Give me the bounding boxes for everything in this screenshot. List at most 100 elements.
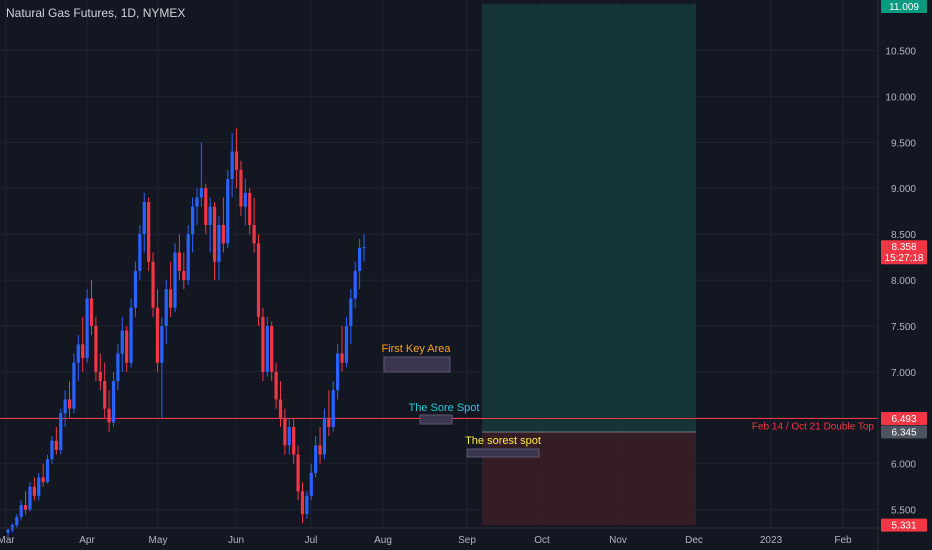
candle	[353, 261, 357, 308]
candle-body	[358, 247, 362, 271]
candle	[314, 436, 318, 478]
candle-body	[72, 362, 76, 409]
candle	[72, 353, 76, 414]
candle	[151, 252, 155, 317]
candle-body	[204, 188, 208, 225]
y-tick-label: 5.500	[891, 506, 916, 517]
candle-body	[314, 445, 318, 473]
candle-body	[23, 505, 28, 510]
candle-body	[103, 381, 107, 409]
price-badge-bg	[881, 518, 927, 532]
candle	[160, 316, 164, 418]
x-tick-label: Apr	[79, 535, 95, 546]
candle	[217, 215, 221, 281]
candle	[327, 390, 331, 437]
candle-body	[261, 316, 265, 372]
candle	[177, 234, 182, 281]
price-badge-value: 6.345	[891, 428, 916, 439]
candle	[274, 362, 278, 409]
candle-body	[147, 202, 151, 262]
candle	[107, 390, 111, 432]
candle-body	[182, 270, 186, 281]
annotations[interactable]: First Key Area The Sore Spot The sorest sp…	[381, 343, 541, 458]
candle	[261, 307, 265, 382]
candle-body	[270, 325, 274, 372]
candle-body	[256, 243, 261, 317]
candle	[155, 289, 160, 372]
candle-body	[160, 325, 164, 363]
candles	[6, 128, 366, 538]
candle	[50, 436, 54, 464]
target-zone	[482, 3, 696, 433]
candle-body	[32, 486, 36, 496]
x-tick-label: Nov	[609, 535, 627, 546]
candle-body	[67, 399, 72, 409]
candle-body	[318, 445, 322, 455]
candle	[94, 316, 98, 382]
candle-body	[169, 289, 173, 308]
candle-body	[349, 298, 353, 326]
position-tool[interactable]	[482, 3, 696, 526]
candle	[252, 197, 256, 253]
candle-body	[362, 247, 366, 249]
candle-body	[305, 495, 309, 515]
candle-body	[186, 234, 190, 281]
price-badge: 6.345	[881, 425, 927, 439]
price-badge-bg	[881, 240, 927, 265]
candle	[37, 472, 41, 501]
x-axis[interactable]: Mar Apr May Jun Jul Aug Sep Oct Nov Dec 2023 Feb	[0, 527, 878, 546]
candle	[226, 169, 230, 248]
y-axis[interactable]: 10.500 10.000 9.500 9.000 8.500 8.000 7.500 7.0…	[877, 0, 932, 550]
candle-body	[248, 192, 252, 225]
candle-body	[234, 151, 239, 170]
candle-body	[111, 381, 116, 423]
candle-body	[212, 206, 217, 262]
candle-body	[344, 325, 349, 363]
candle-body	[54, 440, 58, 450]
candle	[147, 197, 151, 271]
y-tick-label: 8.500	[891, 230, 916, 241]
candle-body	[177, 252, 182, 271]
candle-body	[331, 390, 335, 427]
candle-body	[138, 234, 142, 271]
candle	[344, 316, 349, 368]
candle	[239, 160, 243, 216]
price-badge-bg	[881, 411, 927, 425]
candle-body	[300, 491, 305, 515]
price-badge-value: 5.331	[891, 521, 916, 532]
x-tick-label: Mar	[0, 535, 15, 546]
x-tick-label: Jul	[305, 535, 318, 546]
candle	[309, 463, 313, 501]
x-tick-label: Sep	[458, 535, 476, 546]
candle-body	[28, 486, 32, 510]
candle-body	[340, 353, 344, 363]
price-badge: 6.493	[881, 411, 927, 425]
candle	[63, 390, 67, 427]
y-tick-label: 10.500	[885, 47, 916, 58]
candle-body	[107, 408, 111, 423]
price-badge-value: 6.493	[891, 414, 916, 425]
candle	[28, 482, 32, 512]
candle-body	[353, 270, 357, 299]
candle-body	[125, 330, 129, 363]
candle	[116, 344, 120, 391]
candle-body	[274, 371, 278, 400]
candle	[164, 280, 168, 345]
candle	[138, 224, 142, 281]
candle-body	[15, 516, 19, 526]
candle	[287, 417, 291, 455]
annotation-label: The sorest spot	[465, 435, 541, 447]
candle	[133, 261, 138, 317]
candle-body	[116, 353, 120, 382]
candle	[340, 325, 344, 372]
candle-body	[221, 224, 225, 244]
candle-body	[309, 472, 313, 496]
y-tick-label: 7.000	[891, 368, 916, 379]
price-badge-countdown: 15:27:18	[885, 253, 924, 264]
level-label: Feb 14 / Oct 21 Double Top	[752, 421, 875, 432]
candle-body	[19, 505, 23, 517]
candle-body	[37, 477, 41, 496]
